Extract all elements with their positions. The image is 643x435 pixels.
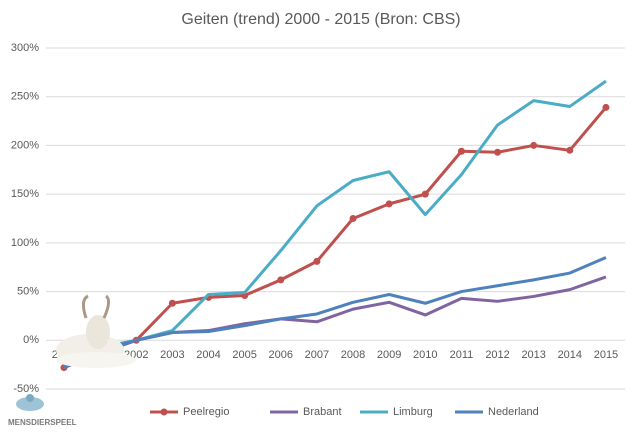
series-line: [63, 256, 607, 369]
x-tick-label: 2014: [558, 349, 582, 361]
legend-label: Brabant: [303, 406, 342, 418]
x-tick-label: 2007: [305, 349, 329, 361]
goat-picture: [56, 294, 136, 368]
y-tick-label: 100%: [11, 237, 39, 249]
legend-label: Limburg: [393, 406, 433, 418]
y-tick-label: -50%: [13, 383, 39, 395]
series-line: [63, 79, 607, 369]
y-tick-label: 200%: [11, 139, 39, 151]
data-point: [277, 276, 285, 284]
data-point: [421, 190, 429, 198]
data-point: [168, 299, 176, 307]
x-tick-label: 2005: [232, 349, 256, 361]
data-point: [602, 103, 610, 111]
y-tick-label: 150%: [11, 188, 39, 200]
x-tick-label: 2004: [196, 349, 220, 361]
x-tick-label: 2010: [413, 349, 437, 361]
data-point: [349, 215, 357, 222]
data-point: [385, 200, 393, 208]
watermark: MENSDIERSPEEL: [8, 418, 77, 427]
x-tick-label: 2012: [485, 349, 509, 361]
x-tick-label: 2006: [269, 349, 293, 361]
y-tick-label: 0%: [23, 334, 39, 346]
y-tick-label: 50%: [17, 285, 39, 297]
x-tick-label: 2009: [377, 349, 401, 361]
y-tick-label: 300%: [11, 42, 39, 54]
watermark-logo: [16, 394, 44, 411]
legend-label: Peelregio: [183, 406, 229, 418]
data-point: [313, 257, 321, 265]
series-line: [63, 106, 608, 369]
data-point: [530, 141, 538, 149]
x-tick-label: 2013: [521, 349, 545, 361]
x-tick-label: 2015: [594, 349, 618, 361]
x-tick-label: 2003: [160, 349, 184, 361]
data-point: [494, 148, 502, 156]
x-tick-label: 2008: [341, 349, 365, 361]
chart-title: Geiten (trend) 2000 - 2015 (Bron: CBS): [181, 11, 460, 28]
legend-label: Nederland: [488, 406, 539, 418]
data-point: [566, 146, 574, 154]
y-tick-label: 250%: [11, 91, 39, 103]
x-tick-label: 2011: [450, 349, 474, 361]
data-point: [457, 147, 465, 155]
legend-marker: [160, 408, 168, 416]
